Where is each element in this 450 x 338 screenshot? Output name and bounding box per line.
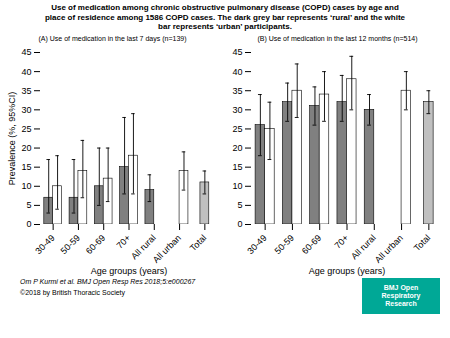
svg-text:30: 30 xyxy=(232,104,242,114)
svg-text:25: 25 xyxy=(21,124,31,134)
svg-text:70+: 70+ xyxy=(115,232,133,250)
svg-text:50-59: 50-59 xyxy=(59,232,82,255)
svg-text:15: 15 xyxy=(21,162,31,172)
svg-text:15: 15 xyxy=(232,162,242,172)
svg-text:0: 0 xyxy=(26,219,31,229)
html-text:Use of medication among chroni: Use of medication among chronic obstruct… xyxy=(44,3,406,32)
svg-text:20: 20 xyxy=(21,143,31,153)
svg-text:Total: Total xyxy=(188,232,209,253)
svg-text:45: 45 xyxy=(232,47,242,57)
svg-text:60-69: 60-69 xyxy=(300,232,323,255)
html-text:BMJ Open Respiratory Research: BMJ Open Respiratory Research xyxy=(381,283,421,307)
svg-text:Age groups (years): Age groups (years) xyxy=(309,265,386,275)
svg-text:35: 35 xyxy=(21,85,31,95)
svg-text:60-69: 60-69 xyxy=(84,232,107,255)
svg-text:20: 20 xyxy=(232,143,242,153)
svg-text:All rural: All rural xyxy=(349,232,378,262)
svg-text:All rural: All rural xyxy=(129,232,158,262)
svg-text:50-59: 50-59 xyxy=(273,232,296,255)
svg-text:35: 35 xyxy=(232,85,242,95)
svg-text:30: 30 xyxy=(21,104,31,114)
svg-text:25: 25 xyxy=(232,124,242,134)
html-text:Om P Kurmi et al. BMJ Open Res: Om P Kurmi et al. BMJ Open Resp Res 2018… xyxy=(20,277,196,285)
svg-text:45: 45 xyxy=(21,47,31,57)
svg-text:40: 40 xyxy=(21,66,31,76)
svg-text:Prevalence (%, 95%CI): Prevalence (%, 95%CI) xyxy=(7,92,17,186)
svg-text:30-49: 30-49 xyxy=(245,232,268,255)
svg-text:All urban: All urban xyxy=(151,232,183,264)
svg-text:Total: Total xyxy=(412,232,433,253)
svg-text:40: 40 xyxy=(232,66,242,76)
html-text:(B) Use of medication in the l: (B) Use of medication in the last 12 mon… xyxy=(257,34,418,42)
svg-text:10: 10 xyxy=(232,181,242,191)
svg-text:10: 10 xyxy=(21,181,31,191)
svg-text:30-49: 30-49 xyxy=(33,232,56,255)
svg-text:0: 0 xyxy=(237,219,242,229)
svg-text:5: 5 xyxy=(237,200,242,210)
svg-text:Age groups (years): Age groups (years) xyxy=(91,265,168,275)
svg-text:5: 5 xyxy=(26,200,31,210)
svg-text:70+: 70+ xyxy=(333,232,351,250)
html-text:(A) Use of medication in the l: (A) Use of medication in the last 7 days… xyxy=(38,34,187,42)
html-text:©2018 by British Thoracic Soci: ©2018 by British Thoracic Society xyxy=(20,288,125,296)
svg-text:All urban: All urban xyxy=(373,232,405,264)
